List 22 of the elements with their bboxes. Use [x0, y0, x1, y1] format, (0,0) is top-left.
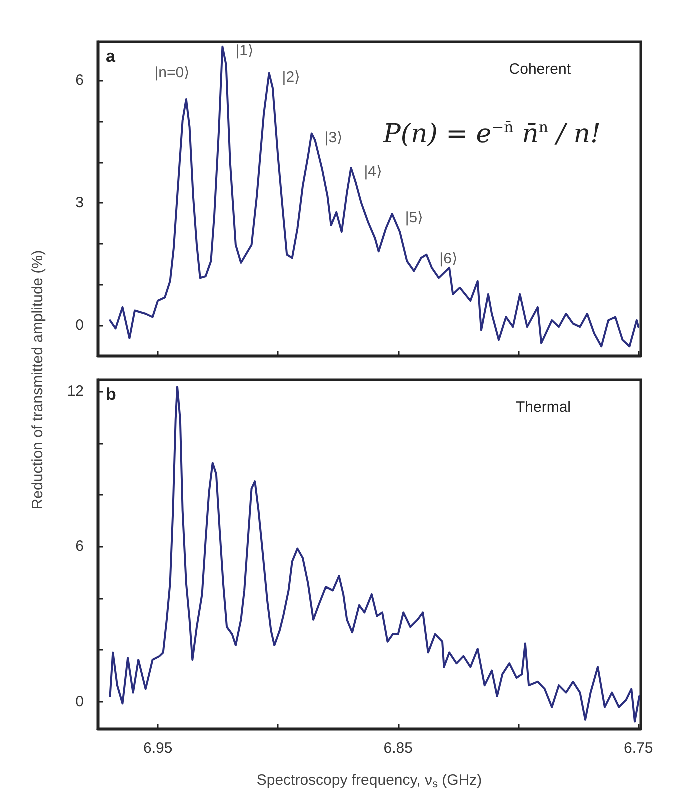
- y-tick-label: 6: [76, 72, 84, 90]
- y-tick-label: 3: [76, 194, 84, 212]
- y-tick-label: 12: [67, 383, 84, 400]
- x-tick-label: 6.85: [384, 740, 413, 757]
- annotation: b: [106, 385, 116, 404]
- annotation: |3⟩: [324, 129, 344, 146]
- annotation: Thermal: [516, 399, 572, 416]
- annotation: a: [106, 47, 116, 66]
- x-tick-label: 6.95: [143, 740, 173, 757]
- annotation: |1⟩: [236, 42, 254, 60]
- y-tick-label: 6: [76, 538, 84, 556]
- y-tick-label: 0: [76, 316, 84, 334]
- annotation: |5⟩: [405, 210, 424, 227]
- annotation: |4⟩: [364, 164, 382, 181]
- y-tick-label: 0: [76, 693, 84, 710]
- annotation: Coherent: [509, 61, 572, 78]
- annotation: |n=0⟩: [154, 64, 190, 82]
- y-axis-title: Reduction of transmitted amplitude (%): [30, 250, 46, 510]
- line-series: [109, 386, 641, 723]
- annotation: |6⟩: [440, 250, 458, 268]
- annotation: |2⟩: [282, 68, 301, 86]
- x-tick-label: 6.75: [624, 740, 654, 757]
